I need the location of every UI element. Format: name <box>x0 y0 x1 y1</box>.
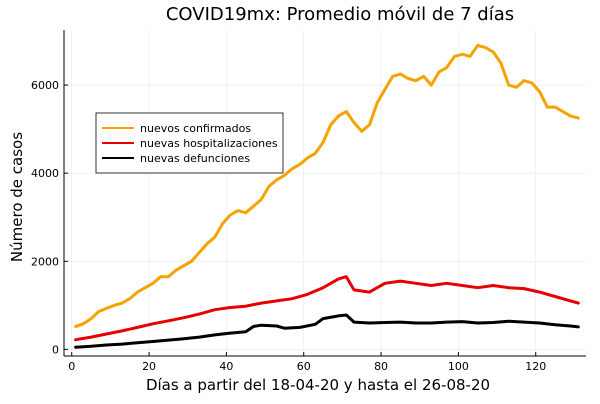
y-tick-label: 6000 <box>31 79 59 92</box>
series-line-2 <box>74 275 580 342</box>
y-tick-label: 4000 <box>31 167 59 180</box>
x-tick-label: 40 <box>219 360 233 373</box>
chart-title: COVID19mx: Promedio móvil de 7 días <box>166 4 514 25</box>
legend-label-1: nuevos confirmados <box>140 122 251 135</box>
y-axis-label: Número de casos <box>8 132 26 262</box>
legend: nuevos confirmados nuevas hospitalizacion… <box>95 112 284 174</box>
legend-label-3: nuevas defunciones <box>140 152 250 165</box>
x-tick-label: 0 <box>68 360 75 373</box>
x-tick-label: 60 <box>297 360 311 373</box>
grid-layer <box>64 30 586 356</box>
series-line-3 <box>74 313 580 349</box>
x-tick-label: 120 <box>525 360 546 373</box>
x-tick-label: 80 <box>374 360 388 373</box>
x-tick-label: 100 <box>448 360 469 373</box>
series-layer <box>74 43 580 349</box>
y-tick-label: 2000 <box>31 255 59 268</box>
series-line-1 <box>74 43 580 328</box>
x-axis-label: Días a partir del 18-04-20 y hasta el 26… <box>146 376 490 394</box>
y-tick-label: 0 <box>52 343 59 356</box>
axes-layer: 0 20 40 60 80 100 120 0 2000 4000 6000 <box>31 30 586 373</box>
x-tick-label: 20 <box>142 360 156 373</box>
legend-label-2: nuevas hospitalizaciones <box>140 137 278 150</box>
